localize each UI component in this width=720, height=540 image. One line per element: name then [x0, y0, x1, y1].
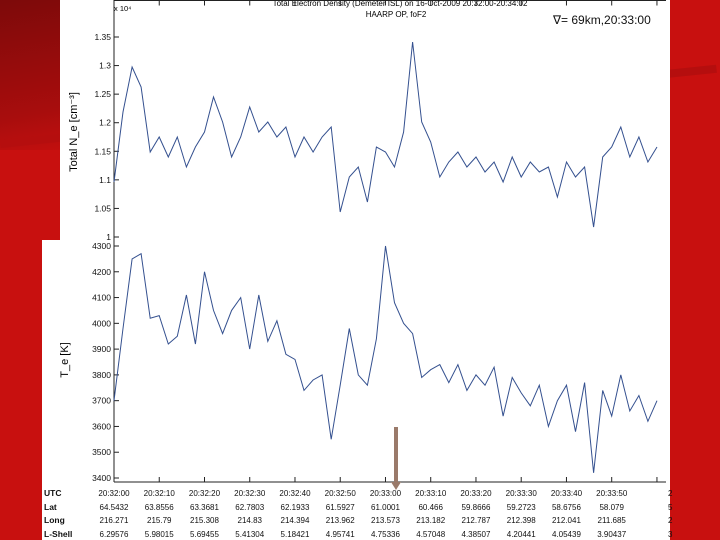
density-exponent: x 10⁴	[114, 4, 131, 13]
table-cell: 212.787	[462, 516, 491, 525]
y-tick-label: 1.15	[94, 146, 111, 156]
table-cell: 61.0001	[371, 503, 400, 512]
table-row-label: Long	[44, 515, 65, 525]
table-cell: 20:32:50	[325, 489, 357, 498]
y-tick-label: 3900	[92, 344, 111, 354]
table-cell: 5	[668, 503, 673, 512]
table-cell: 20:33:20	[460, 489, 492, 498]
table-cell: 4.20441	[507, 530, 536, 539]
table-cell: 64.5432	[100, 503, 129, 512]
y-tick-label: 1.3	[99, 61, 111, 71]
y-tick-label: 3700	[92, 396, 111, 406]
y-tick-label: 1.05	[94, 203, 111, 213]
density-plot: Total Electron Density (Demeter ISL) on …	[68, 0, 666, 242]
table-cell: 3.90437	[597, 530, 626, 539]
density-annotation: ∇= 69km,20:33:00	[552, 13, 651, 27]
table-cell: 5.41304	[235, 530, 264, 539]
table-cell: 212.398	[507, 516, 536, 525]
table-cell: 5.69455	[190, 530, 219, 539]
table-cell: 4.05439	[552, 530, 581, 539]
table-cell: 61.5927	[326, 503, 355, 512]
table-row-label: L-Shell	[44, 529, 72, 539]
table-cell: 214.83	[238, 516, 263, 525]
table-cell: 215.79	[147, 516, 172, 525]
table-cell: 20:33:10	[415, 489, 447, 498]
table-cell: 20:32:30	[234, 489, 266, 498]
y-tick-label: 1.2	[99, 118, 111, 128]
y-tick-label: 3800	[92, 370, 111, 380]
temperature-y-ticks: 4300 4200 4100 4000 3900 3800 3700 3600 3500 3400	[92, 241, 119, 483]
table-cell: 6.29576	[100, 530, 129, 539]
density-ylabel: Total N_e [cm⁻³]	[68, 92, 80, 172]
table-cell: 212.041	[552, 516, 581, 525]
y-tick-label: 1	[106, 232, 111, 242]
table-cell: 20:33:50	[596, 489, 628, 498]
temperature-series	[113, 245, 658, 473]
table-cell: 211.685	[598, 516, 627, 525]
table-cell: 2	[668, 489, 673, 498]
y-tick-label: 4300	[92, 241, 111, 251]
table-cell: 4.38507	[462, 530, 491, 539]
table-cell: 20:32:20	[189, 489, 221, 498]
table-cell: 213.573	[371, 516, 400, 525]
y-tick-label: 3600	[92, 421, 111, 431]
temperature-x-ticks	[113, 477, 658, 482]
y-tick-label: 1.35	[94, 32, 111, 42]
y-tick-label: 3400	[92, 473, 111, 483]
top-panel-bg	[60, 0, 670, 240]
table-cell: 20:32:00	[98, 489, 130, 498]
y-tick-label: 4100	[92, 293, 111, 303]
table-cell: 63.8556	[145, 503, 174, 512]
density-series	[113, 41, 658, 228]
table-cell: 4.95741	[326, 530, 355, 539]
table-cell: 213.182	[416, 516, 445, 525]
table-cell: 5.18421	[281, 530, 310, 539]
table-cell: 63.3681	[190, 503, 219, 512]
density-y-ticks: 1.35 1.3 1.25 1.2 1.15 1.1 1.05 1	[94, 32, 119, 242]
table-cell: 20:32:10	[144, 489, 176, 498]
table-cell: 62.7803	[235, 503, 264, 512]
y-tick-label: 1.1	[99, 175, 111, 185]
orbit-info-table: UTC 20:32:00 20:32:10 20:32:20 20:32:30 20:32…	[44, 488, 673, 539]
table-cell: 213.962	[326, 516, 355, 525]
y-tick-label: 3500	[92, 447, 111, 457]
table-cell: 216.271	[100, 516, 129, 525]
table-cell: 20:33:30	[506, 489, 538, 498]
table-cell: 4.75336	[371, 530, 400, 539]
table-cell: 2	[668, 516, 673, 525]
table-cell: 4.57048	[416, 530, 445, 539]
table-cell: 62.1933	[281, 503, 310, 512]
temperature-ylabel: T_e [K]	[59, 342, 71, 377]
table-cell: 59.8666	[462, 503, 491, 512]
time-marker-arrow-head	[391, 482, 401, 490]
y-tick-label: 4200	[92, 267, 111, 277]
table-cell: 59.2723	[507, 503, 536, 512]
table-cell: 58.079	[599, 503, 624, 512]
density-subtitle: HAARP OP, foF2	[366, 10, 427, 19]
table-cell: 60.466	[418, 503, 443, 512]
series-line	[113, 41, 658, 228]
y-tick-label: 1.25	[94, 89, 111, 99]
table-cell: 20:33:00	[370, 489, 402, 498]
series-line	[113, 245, 658, 473]
table-row-label: UTC	[44, 488, 61, 498]
table-cell: 3	[668, 530, 673, 539]
table-cell: 20:32:40	[279, 489, 311, 498]
table-cell: 214.394	[281, 516, 310, 525]
y-tick-label: 4000	[92, 318, 111, 328]
table-cell: 215.308	[190, 516, 219, 525]
table-row-label: Lat	[44, 502, 57, 512]
temperature-plot: T_e [K] 4300 4200 4100 4000 3900 3800 3700 3600…	[59, 240, 666, 490]
table-cell: 58.6756	[552, 503, 581, 512]
table-cell: 20:33:40	[551, 489, 583, 498]
density-title: Total Electron Density (Demeter ISL) on …	[273, 0, 528, 8]
table-cell: 5.98015	[145, 530, 174, 539]
